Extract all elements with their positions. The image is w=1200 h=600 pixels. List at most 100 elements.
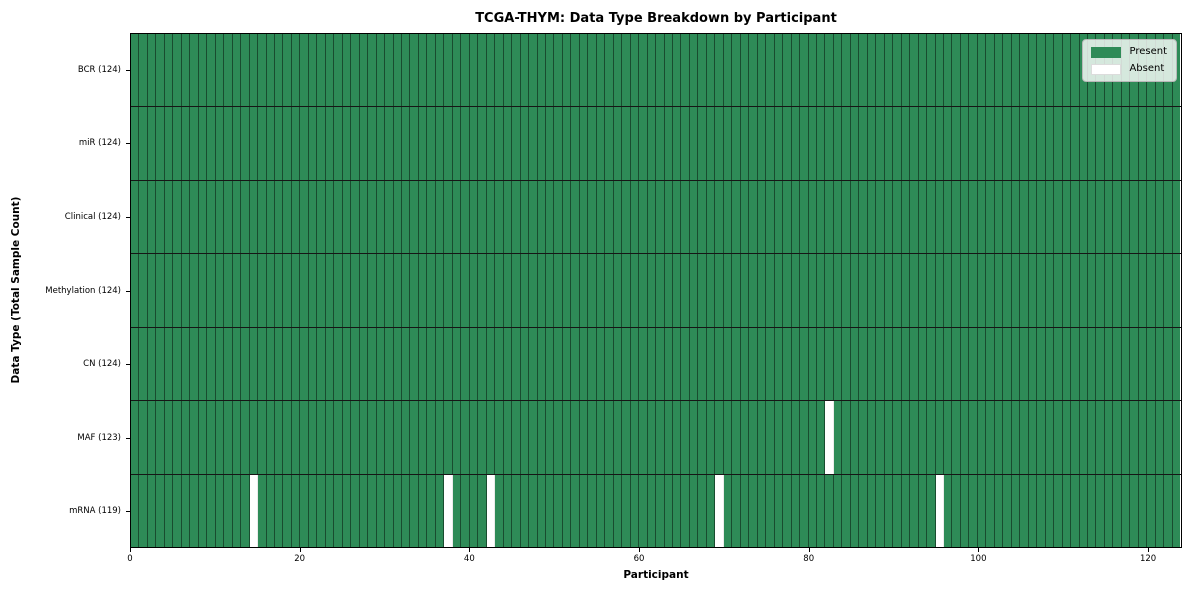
heatmap-cell [944,107,953,180]
heatmap-cell [689,107,699,180]
heatmap-cell [173,474,182,547]
heatmap-cell [1071,401,1080,474]
heatmap-cell [198,474,208,547]
heatmap-cell [1045,254,1055,327]
heatmap-cell [673,34,682,107]
heatmap-cell [1138,474,1148,547]
heatmap-cell [842,107,851,180]
heatmap-cell [800,474,809,547]
heatmap-cell [325,34,335,107]
heatmap-cell [503,107,513,180]
heatmap-cell [859,107,868,180]
heatmap-cell [893,474,902,547]
heatmap-cell [131,254,140,327]
heatmap-cell [630,401,640,474]
heatmap-cell [156,401,165,474]
heatmap: Present Absent [130,33,1182,548]
heatmap-cell [359,254,369,327]
heatmap-cell [791,327,801,401]
heatmap-rows [131,34,1181,547]
heatmap-cell [749,180,758,254]
heatmap-cell [977,401,987,474]
heatmap-cell [469,474,479,547]
heatmap-cell [495,180,504,254]
heatmap-cell [224,180,233,254]
heatmap-cell [656,401,665,474]
heatmap-cell [800,180,809,254]
heatmap-cell [1096,474,1105,547]
heatmap-cell [376,180,386,254]
heatmap-cell [935,34,944,107]
heatmap-cell [512,34,521,107]
heatmap-cell [249,180,259,254]
heatmap-cell [1079,327,1088,401]
heatmap-cell [1003,327,1012,401]
heatmap-cell [664,327,673,401]
heatmap-cell [689,327,699,401]
heatmap-cell [952,327,961,401]
heatmap-cell [325,474,335,547]
heatmap-cell [935,327,944,401]
heatmap-cell [1104,180,1114,254]
heatmap-cell [596,254,606,327]
heatmap-cell [647,34,657,107]
heatmap-cell [605,327,614,401]
heatmap-cell [359,180,369,254]
heatmap-cell [164,34,174,107]
heatmap-cell [664,401,673,474]
heatmap-cell [1037,180,1046,254]
heatmap-cell [833,107,843,180]
heatmap-cell [266,327,275,401]
heatmap-cell [190,401,199,474]
heatmap-row [131,473,1181,547]
heatmap-cell [385,107,394,180]
heatmap-cell [1138,401,1148,474]
heatmap-cell [1079,180,1088,254]
heatmap-cell [427,34,436,107]
heatmap-cell [241,34,250,107]
x-tick-label: 60 [633,554,645,564]
heatmap-cell [308,180,318,254]
heatmap-cell [800,254,809,327]
heatmap-cell [1071,474,1080,547]
heatmap-cell [622,254,631,327]
heatmap-cell [960,474,970,547]
heatmap-cell [368,327,377,401]
x-tick-mark [639,548,641,552]
heatmap-cell [317,401,326,474]
heatmap-cell [249,107,259,180]
heatmap-cell [342,107,352,180]
heatmap-cell [833,254,843,327]
y-tick-label: miR (124) [78,138,121,149]
heatmap-cell [1054,34,1063,107]
heatmap-cell [1062,180,1072,254]
heatmap-cell [893,254,902,327]
heatmap-cell [1020,254,1029,327]
heatmap-cell [207,107,216,180]
heatmap-cell [207,34,216,107]
heatmap-cell [927,254,936,327]
heatmap-cell [689,180,699,254]
heatmap-cell [969,474,978,547]
heatmap-cell [198,401,208,474]
heatmap-cell [571,254,580,327]
heatmap-cell [1121,254,1131,327]
heatmap-cell [1113,474,1122,547]
heatmap-cell [673,327,682,401]
heatmap-cell [732,107,741,180]
heatmap-cell [469,401,479,474]
heatmap-cell [190,474,199,547]
heatmap-cell [385,401,394,474]
heatmap-cell [308,107,318,180]
heatmap-cell [952,107,961,180]
heatmap-cell [1062,327,1072,401]
heatmap-cell [774,254,784,327]
heatmap-cell [291,254,301,327]
heatmap-cell [1113,401,1122,474]
heatmap-cell [791,254,801,327]
heatmap-cell [207,327,216,401]
heatmap-cell [986,107,995,180]
heatmap-cell [1079,254,1088,327]
heatmap-cell [512,401,521,474]
heatmap-cell [402,327,411,401]
